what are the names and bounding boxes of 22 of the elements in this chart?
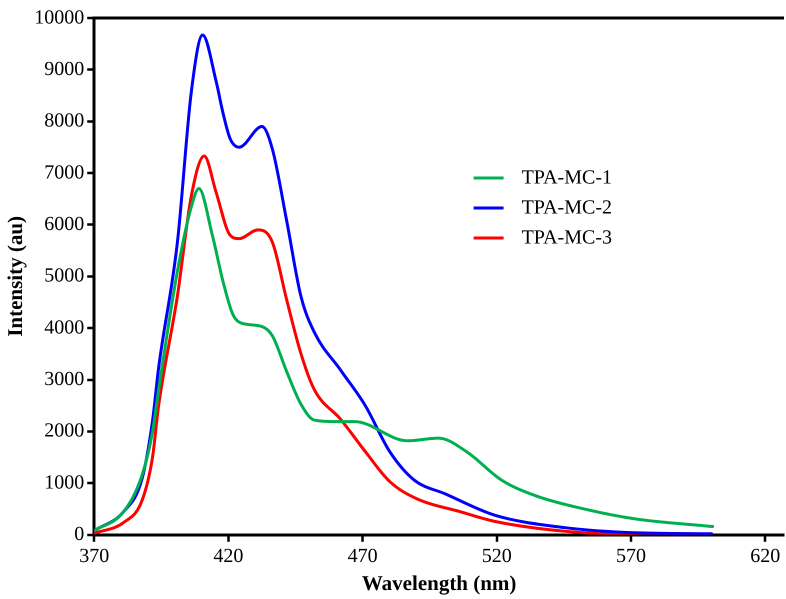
x-axis-title: Wavelength (nm) (362, 570, 516, 595)
y-tick-label: 2000 (44, 420, 84, 442)
y-tick-label: 6000 (44, 212, 84, 235)
x-tick-label: 370 (79, 545, 110, 568)
y-tick-label: 8000 (44, 110, 84, 132)
y-tick-label: 1000 (44, 471, 84, 494)
legend-label: TPA-MC-3 (522, 226, 612, 248)
x-tick-label: 570 (616, 545, 646, 568)
legend-label: TPA-MC-1 (522, 166, 612, 188)
y-tick-label: 10000 (34, 6, 84, 28)
y-tick-label: 9000 (44, 58, 84, 80)
y-tick-label: 3000 (44, 368, 84, 390)
y-tick-label: 5000 (44, 264, 84, 287)
legend-label: TPA-MC-2 (522, 196, 612, 218)
y-axis-title: Intensity (au) (3, 216, 28, 337)
y-tick-label: 4000 (44, 316, 84, 338)
y-tick-label: 0 (74, 523, 84, 546)
x-tick-label: 520 (482, 545, 512, 568)
y-tick-label: 7000 (44, 161, 84, 184)
x-tick-label: 470 (348, 545, 378, 568)
x-tick-label: 620 (750, 545, 780, 568)
x-tick-label: 420 (213, 545, 244, 568)
